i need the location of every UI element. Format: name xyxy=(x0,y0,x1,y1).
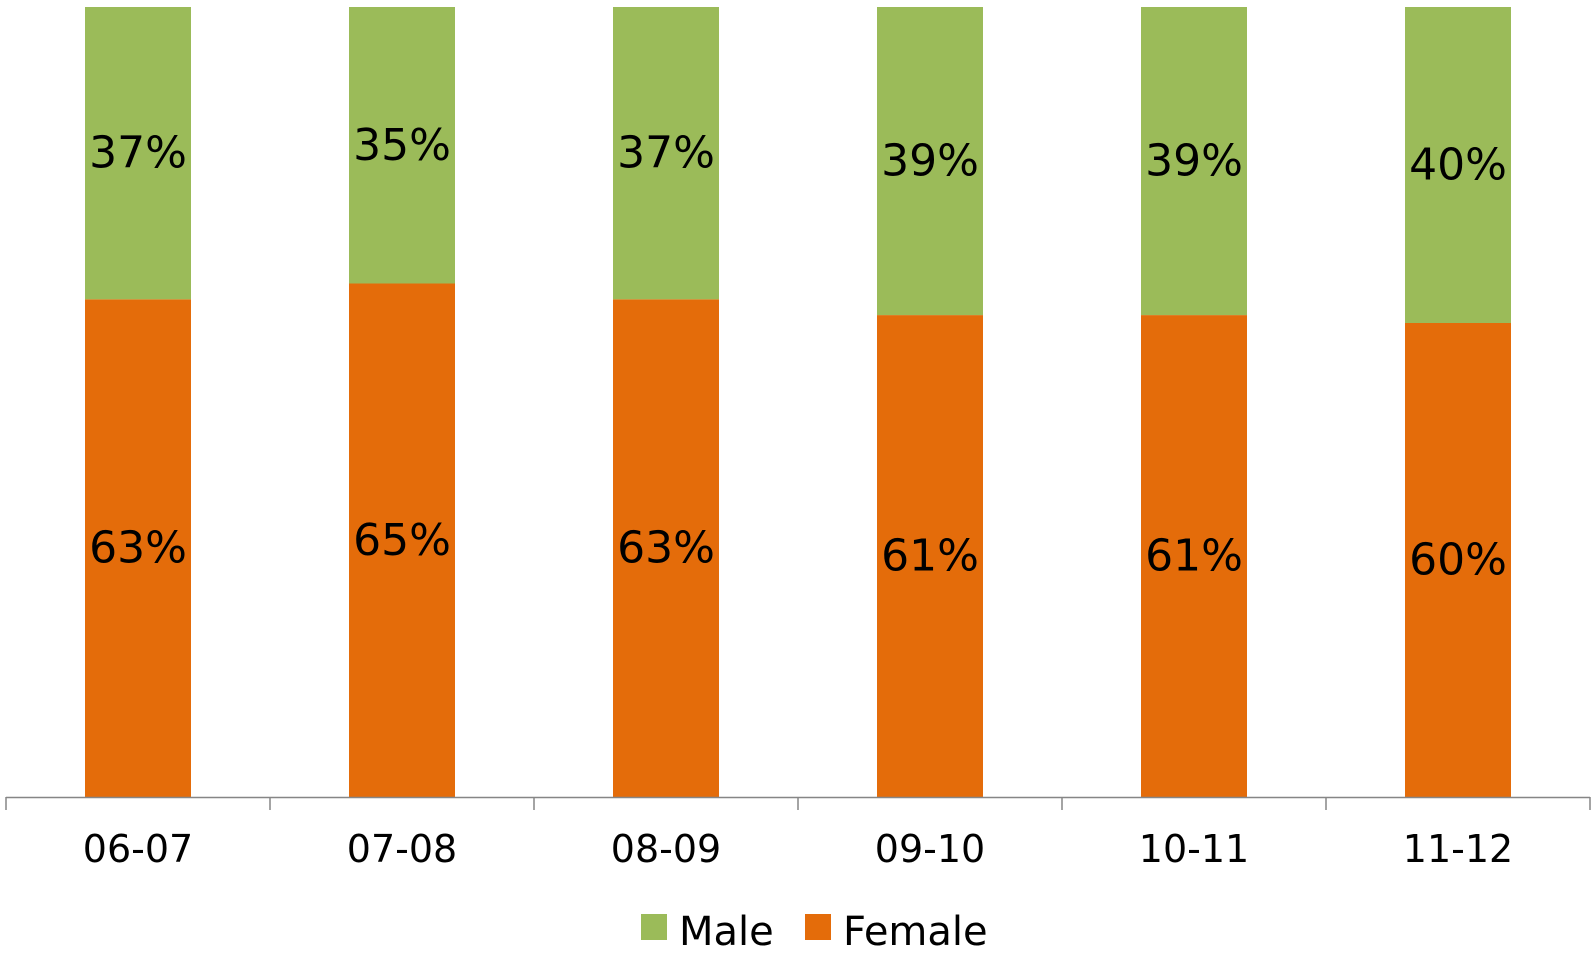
bar-male-10-11 xyxy=(1141,7,1247,316)
data-label-female-08-09: 63% xyxy=(617,523,715,574)
data-label-female-07-08: 65% xyxy=(353,515,451,566)
data-label-male-11-12: 40% xyxy=(1409,140,1507,191)
x-tick-label-10-11: 10-11 xyxy=(1139,827,1249,871)
bar-male-11-12 xyxy=(1405,7,1511,323)
bar-female-08-09 xyxy=(613,299,719,797)
x-axis: 06-07 07-08 08-09 09-10 10-11 11-12 xyxy=(5,796,1591,871)
data-label-male-06-07: 37% xyxy=(89,128,187,179)
data-label-male-08-09: 37% xyxy=(617,128,715,179)
legend: Male Female xyxy=(641,909,988,955)
bar-female-09-10 xyxy=(877,315,983,797)
legend-label-male: Male xyxy=(679,909,774,955)
x-tick-label-08-09: 08-09 xyxy=(611,827,721,871)
data-label-female-11-12: 60% xyxy=(1409,535,1507,586)
x-tick-label-06-07: 06-07 xyxy=(83,827,193,871)
bar-male-08-09 xyxy=(613,7,719,300)
legend-swatch-female xyxy=(805,914,831,940)
x-tick-label-09-10: 09-10 xyxy=(875,827,985,871)
x-tick-label-07-08: 07-08 xyxy=(347,827,457,871)
bar-male-07-08 xyxy=(349,7,455,284)
bar-female-06-07 xyxy=(85,299,191,797)
data-label-female-10-11: 61% xyxy=(1145,531,1243,582)
legend-swatch-male xyxy=(641,914,667,940)
bar-female-10-11 xyxy=(1141,315,1247,797)
bar-female-11-12 xyxy=(1405,323,1511,797)
data-label-female-09-10: 61% xyxy=(881,531,979,582)
x-tick-label-11-12: 11-12 xyxy=(1403,827,1513,871)
bar-female-07-08 xyxy=(349,283,455,797)
bar-male-06-07 xyxy=(85,7,191,300)
data-label-male-07-08: 35% xyxy=(353,120,451,171)
data-label-male-09-10: 39% xyxy=(881,136,979,187)
data-label-female-06-07: 63% xyxy=(89,523,187,574)
data-label-male-10-11: 39% xyxy=(1145,136,1243,187)
bars-group: 63% 37% 65% 35% 63% 37% 61% 39% 61% 39% 60% 40% xyxy=(85,7,1511,797)
legend-label-female: Female xyxy=(843,909,988,955)
bar-male-09-10 xyxy=(877,7,983,316)
